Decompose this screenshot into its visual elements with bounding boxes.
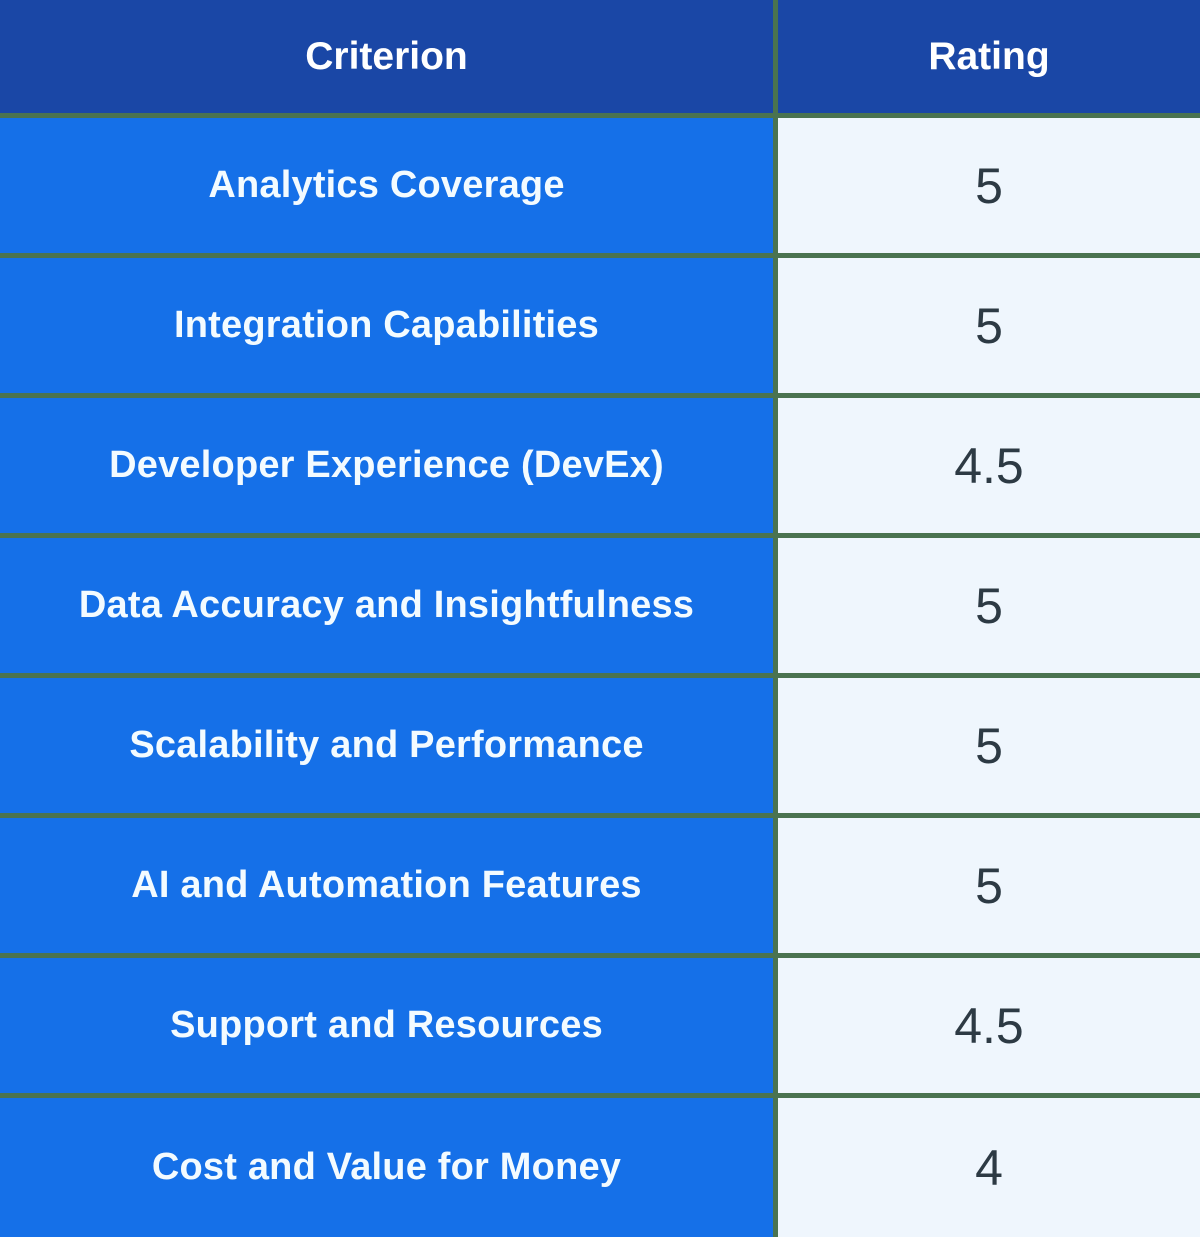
rating-cell: 5 [778,538,1200,673]
criterion-cell: AI and Automation Features [0,818,773,953]
criterion-cell: Analytics Coverage [0,118,773,253]
criterion-cell: Developer Experience (DevEx) [0,398,773,533]
rating-cell: 5 [778,678,1200,813]
rating-cell: 4 [778,1098,1200,1237]
criterion-cell: Data Accuracy and Insightfulness [0,538,773,673]
rating-cell: 4.5 [778,958,1200,1093]
table-header-row: Criterion Rating [0,0,1200,113]
rating-cell: 5 [778,258,1200,393]
table-row: Integration Capabilities 5 [0,258,1200,393]
table-row: Support and Resources 4.5 [0,958,1200,1093]
table-row: Scalability and Performance 5 [0,678,1200,813]
criterion-cell: Support and Resources [0,958,773,1093]
criterion-cell: Integration Capabilities [0,258,773,393]
header-rating: Rating [778,0,1200,113]
rating-cell: 4.5 [778,398,1200,533]
rating-cell: 5 [778,818,1200,953]
rating-cell: 5 [778,118,1200,253]
table-row: Developer Experience (DevEx) 4.5 [0,398,1200,533]
table-row: Data Accuracy and Insightfulness 5 [0,538,1200,673]
table-row: Analytics Coverage 5 [0,118,1200,253]
header-criterion: Criterion [0,0,773,113]
table-row: AI and Automation Features 5 [0,818,1200,953]
table-row: Cost and Value for Money 4 [0,1098,1200,1237]
criterion-cell: Cost and Value for Money [0,1098,773,1237]
criterion-cell: Scalability and Performance [0,678,773,813]
